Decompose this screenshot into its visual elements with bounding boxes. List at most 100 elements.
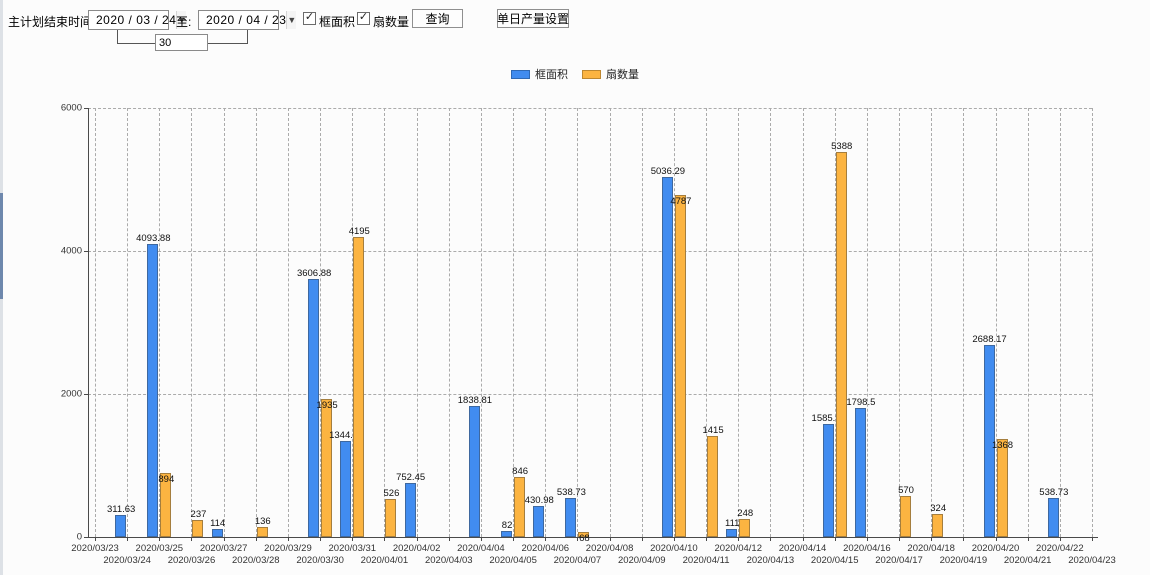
gridline-vertical: [448, 108, 450, 537]
area-bar: [565, 498, 577, 537]
y-axis-label: 4000: [60, 245, 82, 257]
x-axis-tick: [513, 537, 515, 541]
x-axis-label: 2020/04/07: [553, 555, 602, 566]
y-axis-label: 2000: [60, 388, 82, 400]
bar-value-label: 752.45: [396, 472, 426, 484]
x-axis-tick: [738, 537, 740, 541]
gridline-vertical: [513, 108, 515, 537]
area-bar: [661, 176, 673, 537]
fan-bar: [578, 532, 590, 537]
bar-value-label: 248: [737, 508, 754, 520]
fan-bar: [353, 237, 365, 537]
plan-end-time-label: 主计划结束时间:: [8, 15, 96, 29]
x-axis-label: 2020/04/11: [682, 555, 730, 566]
gridline-vertical: [802, 108, 804, 537]
gridline-vertical: [641, 108, 643, 537]
bar-value-label: 1798.5: [846, 397, 876, 409]
x-axis-tick: [770, 537, 772, 541]
x-axis-label: 2020/04/08: [585, 543, 634, 554]
x-axis-label: 2020/04/09: [617, 555, 666, 566]
bar-value-label: 1935: [316, 399, 338, 411]
gridline-vertical: [223, 108, 225, 537]
bar-value-label: 538.73: [556, 487, 586, 499]
x-axis-label: 2020/03/25: [135, 543, 184, 554]
x-axis-tick: [963, 537, 965, 541]
chevron-down-icon[interactable]: ▼: [176, 11, 187, 29]
gridline-vertical: [287, 108, 289, 537]
connector-line: [208, 43, 248, 44]
gridline-vertical: [899, 108, 901, 537]
x-axis-tick: [191, 537, 193, 541]
area-checkbox-label: 框面积: [319, 15, 356, 29]
end-date-picker[interactable]: 2020 / 04 / 23 ▼: [198, 10, 297, 30]
bar-value-label: 111: [724, 518, 740, 530]
gridline-vertical: [191, 108, 193, 537]
area-bar: [147, 244, 159, 537]
x-axis-label: 2020/04/02: [392, 543, 441, 554]
legend-item-fan: 扇数量: [582, 66, 639, 82]
bar-value-label: 894: [158, 474, 175, 486]
fan-bar: [674, 194, 686, 537]
fan-bar: [192, 520, 204, 537]
bar-value-label: 526: [383, 488, 400, 500]
x-axis-label: 2020/04/22: [1036, 543, 1084, 554]
bar-value-label: 1368: [991, 440, 1014, 452]
area-bar: [854, 408, 866, 537]
legend-label: 扇数量: [606, 69, 639, 81]
x-axis: [88, 537, 1098, 538]
bar-value-label: 237: [190, 509, 207, 521]
area-checkbox[interactable]: ✓: [303, 12, 316, 25]
x-axis-label: 2020/04/05: [489, 555, 537, 566]
connector-line: [117, 30, 118, 43]
bar-value-label: 1415: [702, 424, 724, 436]
days-input[interactable]: [155, 34, 208, 51]
fan-bar: [707, 435, 719, 537]
query-button[interactable]: 查询: [412, 9, 463, 28]
x-axis-label: 2020/04/13: [746, 555, 795, 566]
connector-line: [247, 30, 248, 43]
gridline-vertical: [159, 108, 161, 537]
fan-bar: [932, 513, 944, 537]
x-axis-tick: [352, 537, 354, 541]
area-bar: [501, 531, 513, 537]
x-axis-tick: [545, 537, 547, 541]
area-bar: [983, 344, 995, 537]
daily-output-settings-button[interactable]: 单日产量设置: [497, 9, 569, 28]
gridline-horizontal: [88, 394, 1092, 395]
bar-value-label: 4787: [670, 195, 692, 207]
bar-value-label: 1344.95: [329, 429, 364, 441]
x-axis-label: 2020/03/31: [328, 543, 377, 554]
chart-legend: 框面积 扇数量: [0, 66, 1150, 82]
bar-value-label: 82: [501, 520, 513, 532]
gridline-vertical: [384, 108, 386, 537]
fan-bar: [996, 439, 1008, 537]
x-axis-tick: [127, 537, 129, 541]
y-axis-label: 6000: [60, 102, 82, 114]
gridline-vertical: [770, 108, 772, 537]
gridline-vertical: [738, 108, 740, 537]
x-axis-tick: [287, 537, 289, 541]
x-axis-tick: [223, 537, 225, 541]
fan-bar: [321, 398, 333, 537]
x-axis-label: 2020/03/23: [71, 543, 119, 554]
chevron-down-icon[interactable]: ▼: [286, 11, 297, 29]
x-axis-tick: [899, 537, 901, 541]
bar-value-label: 5388: [831, 140, 853, 152]
x-axis-tick: [834, 537, 836, 541]
x-axis-label: 2020/04/10: [650, 543, 698, 554]
gridline-vertical: [416, 108, 418, 537]
gridline-vertical: [545, 108, 547, 537]
x-axis-label: 2020/04/18: [907, 543, 955, 554]
checkmark-icon: ✓: [304, 11, 315, 23]
fan-count-checkbox[interactable]: ✓: [357, 12, 370, 25]
x-axis-label: 2020/04/16: [843, 543, 891, 554]
x-axis-label: 2020/04/14: [778, 543, 827, 554]
gridline-vertical: [577, 108, 579, 537]
start-date-picker[interactable]: 2020 / 03 / 24 ▼: [88, 10, 187, 30]
y-axis-tick: [84, 108, 88, 109]
x-axis-label: 2020/04/19: [939, 555, 988, 566]
y-axis-label: 0: [76, 531, 82, 543]
bar-value-label: 5036.29: [650, 165, 686, 177]
gridline-vertical: [1092, 108, 1093, 537]
